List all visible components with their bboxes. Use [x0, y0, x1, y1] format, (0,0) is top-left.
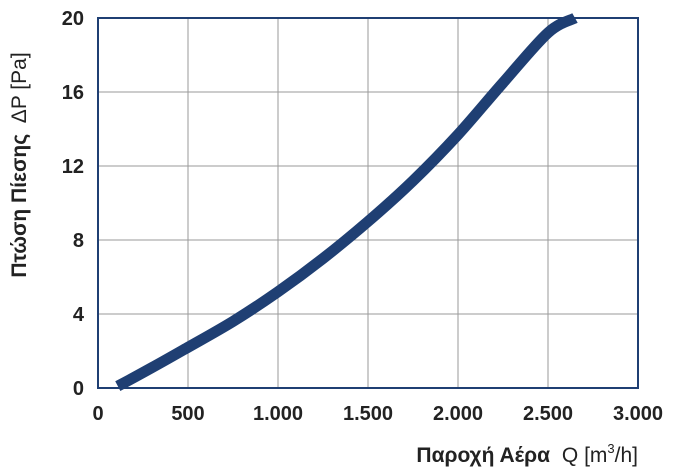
x-tick-label: 3.000 [613, 403, 663, 425]
y-axis-title-unit: ΔP [Pa] [8, 52, 31, 123]
x-tick-label: 2.000 [433, 403, 483, 425]
y-axis-ticks: 0 4 8 12 16 20 [62, 8, 85, 400]
y-tick-label: 20 [62, 8, 84, 30]
x-tick-label: 500 [171, 403, 204, 425]
x-axis-title: Παροχή Αέρα Q [m3/h] [416, 441, 638, 467]
pressure-drop-curve [115, 13, 578, 391]
y-tick-label: 8 [73, 230, 84, 252]
y-tick-label: 4 [73, 304, 85, 326]
x-axis-title-unit-sup: 3 [607, 441, 614, 456]
x-axis-title-main: Παροχή Αέρα [416, 444, 550, 467]
grid [98, 18, 638, 388]
y-axis-title-main: Πτώση Πίεσης [8, 134, 31, 278]
x-axis-title-unit-pre: Q [m [562, 444, 608, 467]
x-tick-label: 2.500 [523, 403, 573, 425]
x-tick-label: 1.500 [343, 403, 393, 425]
y-axis-title: Πτώση Πίεσης ΔP [Pa] [8, 52, 31, 277]
x-tick-label: 1.000 [253, 403, 303, 425]
x-axis-title-unit-post: /h] [615, 444, 638, 467]
y-tick-label: 0 [73, 378, 84, 400]
plot-frame [97, 17, 639, 389]
y-tick-label: 12 [62, 156, 84, 178]
y-tick-label: 16 [62, 82, 84, 104]
x-tick-label: 0 [92, 403, 103, 425]
x-axis-ticks: 0 500 1.000 1.500 2.000 2.500 3.000 [92, 403, 663, 425]
series-layer [115, 13, 578, 391]
